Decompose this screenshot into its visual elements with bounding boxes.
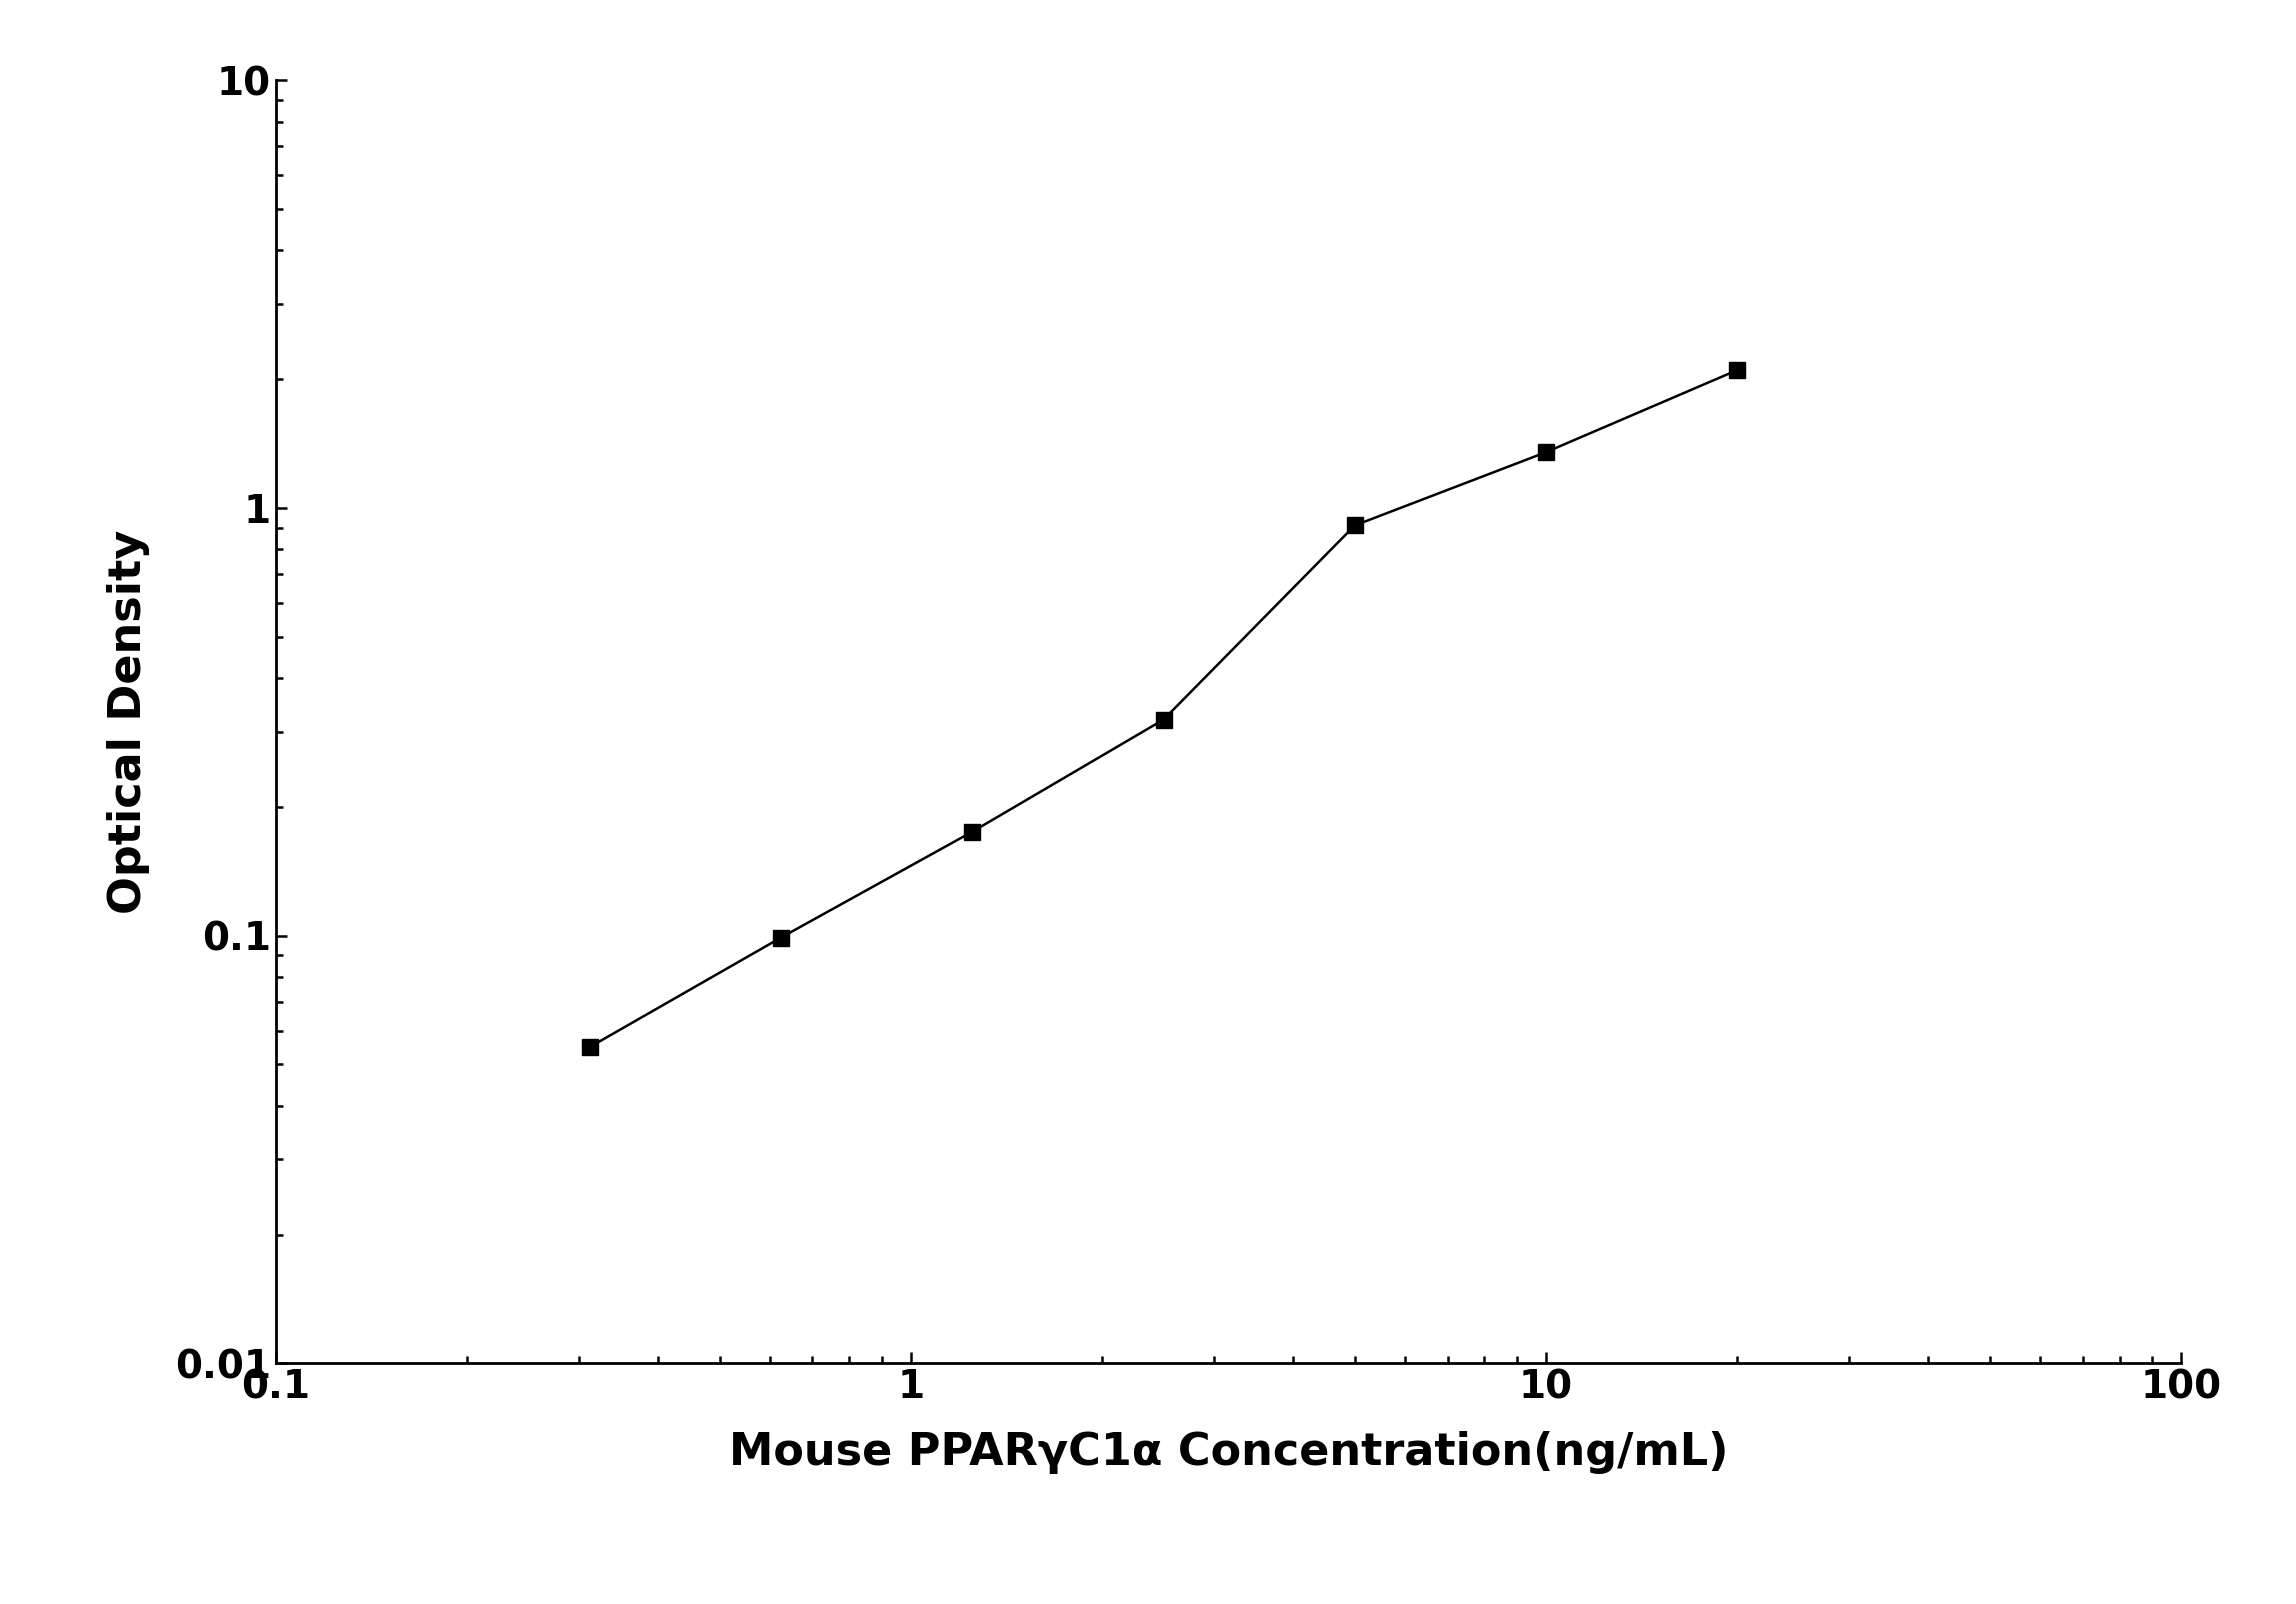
Y-axis label: Optical Density: Optical Density [106,529,149,914]
X-axis label: Mouse PPARγC1α Concentration(ng/mL): Mouse PPARγC1α Concentration(ng/mL) [728,1431,1729,1474]
